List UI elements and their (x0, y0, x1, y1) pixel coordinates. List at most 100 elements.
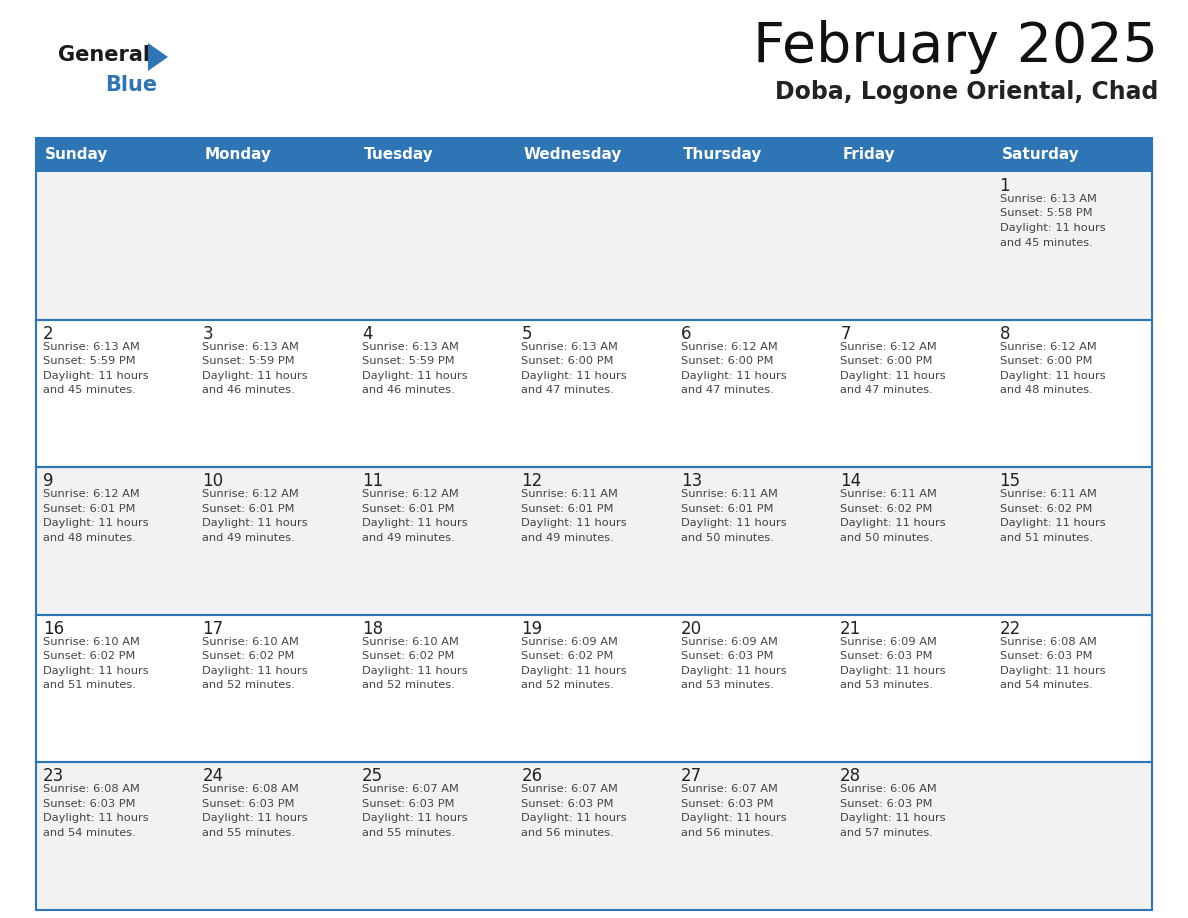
Text: Daylight: 11 hours: Daylight: 11 hours (840, 518, 946, 528)
Text: 2: 2 (43, 325, 53, 342)
Text: and 50 minutes.: and 50 minutes. (681, 532, 773, 543)
Bar (355, 319, 514, 467)
Text: Daylight: 11 hours: Daylight: 11 hours (840, 371, 946, 381)
Text: Sunrise: 6:07 AM: Sunrise: 6:07 AM (362, 784, 459, 794)
Text: 6: 6 (681, 325, 691, 342)
Text: Blue: Blue (105, 75, 157, 95)
Text: and 55 minutes.: and 55 minutes. (362, 828, 455, 838)
Text: Sunset: 6:02 PM: Sunset: 6:02 PM (202, 651, 295, 661)
Text: 24: 24 (202, 767, 223, 786)
Text: Sunset: 6:02 PM: Sunset: 6:02 PM (43, 651, 135, 661)
Text: Sunrise: 6:13 AM: Sunrise: 6:13 AM (522, 341, 618, 352)
Bar (833, 467, 992, 615)
Text: Daylight: 11 hours: Daylight: 11 hours (43, 813, 148, 823)
Text: Sunset: 6:03 PM: Sunset: 6:03 PM (202, 799, 295, 809)
Text: Sunset: 6:01 PM: Sunset: 6:01 PM (202, 504, 295, 514)
Bar (355, 763, 514, 910)
Text: Sunset: 6:01 PM: Sunset: 6:01 PM (681, 504, 773, 514)
Text: Sunrise: 6:13 AM: Sunrise: 6:13 AM (43, 341, 140, 352)
Text: 1: 1 (999, 177, 1010, 195)
Text: Daylight: 11 hours: Daylight: 11 hours (522, 371, 627, 381)
Text: and 52 minutes.: and 52 minutes. (522, 680, 614, 690)
Text: Daylight: 11 hours: Daylight: 11 hours (999, 223, 1105, 233)
Text: Daylight: 11 hours: Daylight: 11 hours (202, 666, 308, 676)
Text: Saturday: Saturday (1001, 148, 1080, 162)
Text: and 49 minutes.: and 49 minutes. (522, 532, 614, 543)
Text: February 2025: February 2025 (753, 20, 1158, 74)
Text: 20: 20 (681, 620, 702, 638)
Bar (514, 319, 674, 467)
Text: 18: 18 (362, 620, 383, 638)
Text: Daylight: 11 hours: Daylight: 11 hours (840, 813, 946, 823)
Text: and 47 minutes.: and 47 minutes. (522, 385, 614, 395)
Text: 4: 4 (362, 325, 372, 342)
Text: Sunrise: 6:11 AM: Sunrise: 6:11 AM (999, 489, 1097, 499)
Polygon shape (148, 43, 168, 71)
Text: and 49 minutes.: and 49 minutes. (202, 532, 295, 543)
Bar (36, 615, 196, 763)
Text: Sunset: 6:01 PM: Sunset: 6:01 PM (43, 504, 135, 514)
Bar (36, 467, 196, 615)
Text: Sunrise: 6:13 AM: Sunrise: 6:13 AM (362, 341, 459, 352)
Text: Sunset: 6:01 PM: Sunset: 6:01 PM (522, 504, 614, 514)
Bar (36, 172, 196, 319)
Bar (514, 763, 674, 910)
Text: Sunset: 6:03 PM: Sunset: 6:03 PM (840, 799, 933, 809)
Bar (992, 615, 1152, 763)
Bar (674, 763, 833, 910)
Text: and 50 minutes.: and 50 minutes. (840, 532, 933, 543)
Text: Sunset: 6:03 PM: Sunset: 6:03 PM (840, 651, 933, 661)
Text: Wednesday: Wednesday (523, 148, 621, 162)
Text: Sunset: 6:03 PM: Sunset: 6:03 PM (362, 799, 454, 809)
Text: and 46 minutes.: and 46 minutes. (202, 385, 295, 395)
Text: Sunrise: 6:08 AM: Sunrise: 6:08 AM (999, 637, 1097, 647)
Text: General: General (58, 45, 150, 65)
Text: Daylight: 11 hours: Daylight: 11 hours (362, 666, 468, 676)
Text: Sunset: 6:03 PM: Sunset: 6:03 PM (522, 799, 614, 809)
Text: Sunset: 6:00 PM: Sunset: 6:00 PM (522, 356, 614, 366)
Bar (36, 138, 1152, 910)
Text: Sunset: 6:03 PM: Sunset: 6:03 PM (43, 799, 135, 809)
Text: Sunset: 5:59 PM: Sunset: 5:59 PM (362, 356, 455, 366)
Text: Daylight: 11 hours: Daylight: 11 hours (681, 813, 786, 823)
Text: Sunrise: 6:06 AM: Sunrise: 6:06 AM (840, 784, 937, 794)
Text: Sunset: 6:02 PM: Sunset: 6:02 PM (999, 504, 1092, 514)
Text: and 54 minutes.: and 54 minutes. (999, 680, 1092, 690)
Text: Sunset: 6:02 PM: Sunset: 6:02 PM (362, 651, 454, 661)
Text: 10: 10 (202, 472, 223, 490)
Bar (514, 467, 674, 615)
Bar (36, 763, 196, 910)
Text: 14: 14 (840, 472, 861, 490)
Bar (833, 319, 992, 467)
Text: Thursday: Thursday (683, 148, 762, 162)
Text: Sunset: 6:03 PM: Sunset: 6:03 PM (681, 651, 773, 661)
Text: Sunset: 6:01 PM: Sunset: 6:01 PM (362, 504, 454, 514)
Text: and 54 minutes.: and 54 minutes. (43, 828, 135, 838)
Text: 27: 27 (681, 767, 702, 786)
Text: 16: 16 (43, 620, 64, 638)
Text: Sunrise: 6:08 AM: Sunrise: 6:08 AM (43, 784, 140, 794)
Text: Daylight: 11 hours: Daylight: 11 hours (43, 371, 148, 381)
Text: and 47 minutes.: and 47 minutes. (840, 385, 933, 395)
Bar (992, 172, 1152, 319)
Bar (355, 172, 514, 319)
Text: Daylight: 11 hours: Daylight: 11 hours (43, 666, 148, 676)
Text: Sunrise: 6:12 AM: Sunrise: 6:12 AM (999, 341, 1097, 352)
Bar (833, 763, 992, 910)
Text: Daylight: 11 hours: Daylight: 11 hours (999, 371, 1105, 381)
Text: Sunset: 6:02 PM: Sunset: 6:02 PM (840, 504, 933, 514)
Text: 13: 13 (681, 472, 702, 490)
Text: Sunset: 5:58 PM: Sunset: 5:58 PM (999, 208, 1092, 218)
Text: Doba, Logone Oriental, Chad: Doba, Logone Oriental, Chad (775, 80, 1158, 104)
Text: Sunset: 6:03 PM: Sunset: 6:03 PM (999, 651, 1092, 661)
Text: Sunset: 5:59 PM: Sunset: 5:59 PM (43, 356, 135, 366)
Text: and 53 minutes.: and 53 minutes. (681, 680, 773, 690)
Text: Daylight: 11 hours: Daylight: 11 hours (681, 666, 786, 676)
Text: Sunrise: 6:09 AM: Sunrise: 6:09 AM (522, 637, 618, 647)
Bar (355, 615, 514, 763)
Text: 25: 25 (362, 767, 383, 786)
Text: Daylight: 11 hours: Daylight: 11 hours (681, 518, 786, 528)
Text: Sunday: Sunday (45, 148, 108, 162)
Text: Sunrise: 6:12 AM: Sunrise: 6:12 AM (681, 341, 777, 352)
Text: 23: 23 (43, 767, 64, 786)
